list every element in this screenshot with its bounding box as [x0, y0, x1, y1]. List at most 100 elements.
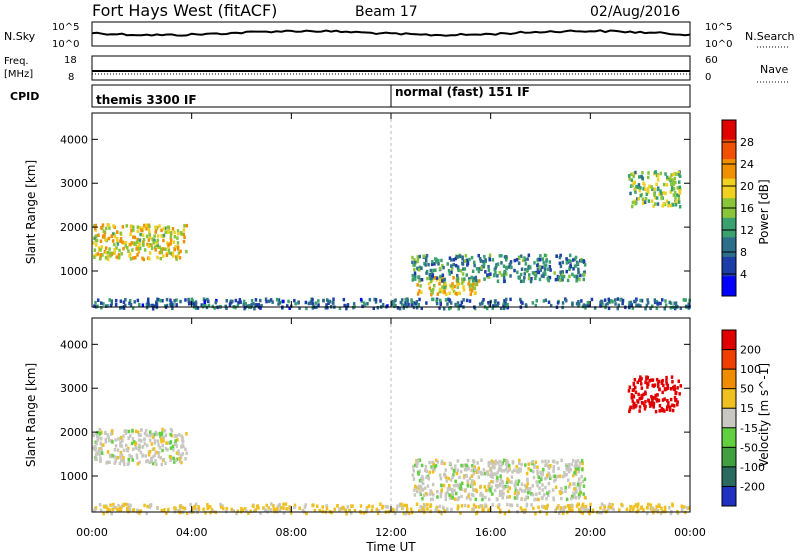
heatmap-cell: [568, 465, 571, 470]
heatmap-cell: [462, 476, 466, 480]
heatmap-cell: [231, 299, 234, 304]
heatmap-cell: [160, 250, 164, 255]
heatmap-cell: [365, 506, 369, 510]
heatmap-cell: [169, 440, 173, 444]
heatmap-cell: [632, 171, 636, 176]
heatmap-cell: [533, 497, 536, 502]
heatmap-cell: [453, 284, 456, 289]
heatmap-cell: [640, 401, 644, 405]
heatmap-cell: [541, 488, 544, 492]
heatmap-cell: [500, 463, 504, 467]
heatmap-cell: [99, 248, 102, 252]
heatmap-cell: [574, 486, 578, 491]
heatmap-cell: [472, 493, 475, 498]
heatmap-cell: [597, 510, 601, 515]
heatmap-cell: [442, 483, 446, 488]
heatmap-cell: [651, 401, 654, 405]
heatmap-cell: [497, 301, 500, 305]
heatmap-cell: [524, 267, 527, 272]
heatmap-cell: [540, 477, 543, 482]
heatmap-cell: [678, 205, 682, 209]
heatmap-cell: [483, 504, 487, 509]
heatmap-cell: [657, 384, 660, 389]
heatmap-cell: [162, 438, 165, 443]
heatmap-cell: [133, 300, 136, 304]
heatmap-cell: [484, 488, 488, 492]
heatmap-cell: [430, 465, 433, 469]
heatmap-cell: [254, 508, 257, 512]
heatmap-cell: [246, 304, 249, 308]
heatmap-cell: [665, 183, 669, 187]
heatmap-cell: [553, 474, 556, 478]
heatmap-cell: [92, 433, 95, 437]
heatmap-cell: [664, 303, 668, 307]
heatmap-cell: [677, 196, 681, 201]
heatmap-cell: [119, 306, 122, 310]
heatmap-cell: [439, 476, 443, 481]
heatmap-cell: [577, 300, 580, 304]
heatmap-cell: [148, 251, 152, 255]
heatmap-cell: [570, 462, 573, 467]
heatmap-cell: [478, 267, 481, 271]
heatmap-cell: [463, 267, 467, 271]
heatmap-cell: [561, 278, 564, 282]
heatmap-cell: [457, 485, 460, 489]
heatmap-cell: [390, 300, 394, 304]
heatmap-cell: [488, 304, 491, 308]
heatmap-cell: [368, 298, 372, 302]
heatmap-cell: [514, 486, 517, 491]
date-label: 02/Aug/2016: [590, 4, 680, 20]
heatmap-cell: [473, 467, 477, 471]
heatmap-cell: [465, 465, 468, 469]
heatmap-cell: [628, 305, 631, 310]
heatmap-cell: [541, 469, 545, 474]
heatmap-cell: [521, 489, 524, 493]
heatmap-cell: [472, 459, 475, 463]
heatmap-cell: [152, 447, 156, 451]
heatmap-cell: [567, 258, 571, 263]
heatmap-cell: [435, 505, 438, 510]
heatmap-cell: [640, 396, 643, 401]
heatmap-cell: [653, 193, 656, 198]
heatmap-cell: [480, 458, 483, 462]
heatmap-cell: [236, 509, 240, 513]
heatmap-cell: [160, 462, 163, 467]
heatmap-cell: [305, 511, 308, 516]
heatmap-cell: [538, 486, 541, 491]
heatmap-cell: [534, 274, 538, 278]
heatmap-cell: [659, 171, 662, 176]
heatmap-cell: [453, 488, 456, 493]
heatmap-cell: [651, 187, 654, 192]
heatmap-cell: [166, 441, 170, 445]
heatmap-cell: [164, 433, 168, 438]
heatmap-cell: [141, 233, 145, 237]
heatmap-cell: [393, 304, 396, 309]
heatmap-cell: [470, 493, 474, 497]
heatmap-cell: [561, 260, 564, 265]
heatmap-cell: [652, 384, 656, 388]
heatmap-cell: [652, 204, 655, 208]
heatmap-cell: [204, 303, 207, 308]
heatmap-cell: [580, 459, 584, 463]
heatmap-cell: [656, 302, 659, 306]
heatmap-cell: [519, 297, 522, 302]
heatmap-cell: [404, 301, 407, 306]
heatmap-cell: [572, 473, 575, 478]
heatmap-cell: [559, 264, 563, 269]
heatmap-cell: [203, 300, 206, 305]
noise-ytick-top-left: 10^5: [52, 22, 79, 33]
xtick-label: 16:00: [475, 526, 507, 539]
heatmap-cell: [442, 265, 445, 270]
heatmap-cell: [461, 277, 464, 281]
heatmap-cell: [449, 301, 453, 305]
heatmap-cell: [175, 255, 178, 259]
heatmap-cell: [225, 506, 229, 511]
heatmap-cell: [468, 299, 472, 303]
heatmap-cell: [629, 405, 632, 409]
heatmap-cell: [108, 247, 111, 251]
heatmap-cell: [621, 301, 624, 306]
heatmap-cell: [535, 299, 538, 303]
heatmap-cell: [474, 497, 477, 502]
heatmap-cell: [500, 261, 503, 265]
noise-right-label: N.Search: [745, 30, 795, 43]
